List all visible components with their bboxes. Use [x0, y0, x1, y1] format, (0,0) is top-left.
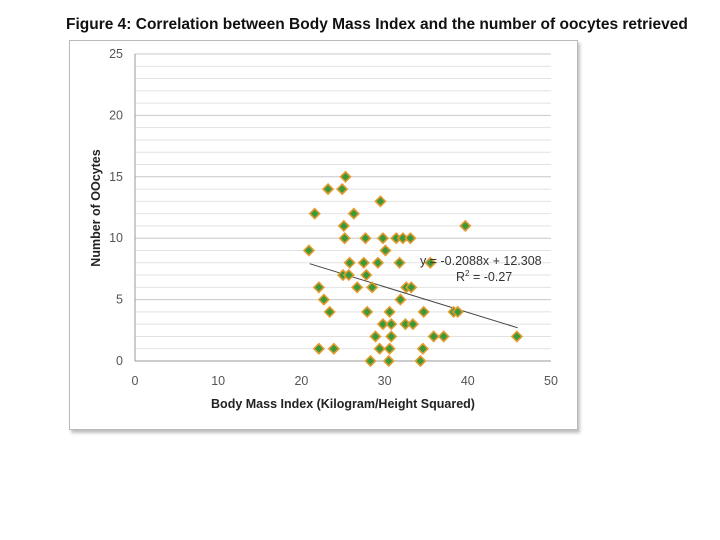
- data-point: [360, 305, 374, 319]
- data-point: [302, 244, 316, 257]
- data-point: [376, 232, 390, 245]
- figure-title: Figure 4: Correlation between Body Mass …: [66, 16, 688, 33]
- data-point: [406, 318, 420, 331]
- data-point: [360, 268, 373, 282]
- data-point: [364, 354, 377, 368]
- y-tick-label: 20: [109, 108, 123, 122]
- data-point: [308, 207, 321, 220]
- data-point: [373, 342, 386, 355]
- y-tick-label: 25: [109, 47, 123, 61]
- data-point: [417, 305, 430, 319]
- data-point: [365, 281, 379, 294]
- y-tick-label: 10: [109, 231, 123, 245]
- data-point: [359, 232, 372, 245]
- y-tick-label: 0: [116, 354, 123, 368]
- data-point: [383, 342, 396, 355]
- data-point: [337, 219, 350, 233]
- x-tick-label: 0: [132, 374, 139, 388]
- data-point: [405, 281, 418, 294]
- x-axis-title: Body Mass Index (Kilogram/Height Squared…: [211, 397, 475, 411]
- data-point: [357, 256, 370, 269]
- data-point: [342, 268, 355, 282]
- data-point: [427, 330, 440, 343]
- y-tick-label: 5: [116, 293, 123, 307]
- data-point: [437, 330, 450, 343]
- gridlines: [135, 53, 551, 350]
- x-tick-label: 30: [378, 374, 392, 388]
- x-tick-label: 10: [211, 374, 225, 388]
- data-point: [385, 330, 398, 343]
- data-point: [351, 281, 364, 294]
- data-point: [312, 342, 326, 355]
- data-point: [347, 207, 360, 220]
- data-point: [343, 256, 356, 269]
- data-point: [393, 256, 406, 269]
- data-point: [338, 232, 351, 245]
- data-point: [374, 195, 387, 208]
- data-point: [327, 342, 340, 355]
- data-point: [371, 256, 385, 269]
- data-point: [339, 170, 352, 183]
- data-point: [379, 244, 392, 257]
- x-tick-label: 40: [461, 374, 475, 388]
- data-point: [416, 342, 430, 355]
- data-point: [376, 318, 390, 331]
- x-tick-labels: 0 10 20 30 40 50: [132, 374, 558, 388]
- data-point: [385, 318, 398, 331]
- data-point: [321, 182, 335, 196]
- data-point: [336, 182, 349, 196]
- r-squared-label: R2 = -0.27: [456, 269, 512, 284]
- data-point: [459, 219, 472, 233]
- data-point: [382, 354, 395, 368]
- data-point: [323, 305, 336, 319]
- data-point: [404, 232, 417, 245]
- data-point: [369, 330, 382, 343]
- data-point: [394, 293, 407, 306]
- data-point: [424, 256, 437, 269]
- y-tick-label: 15: [109, 170, 123, 184]
- chart-frame: [69, 40, 578, 430]
- data-point: [510, 330, 524, 343]
- data-point: [414, 354, 427, 368]
- x-tick-label: 50: [544, 374, 558, 388]
- y-tick-labels: 0 5 10 15 20 25: [109, 47, 123, 368]
- data-point: [383, 305, 396, 319]
- x-tick-label: 20: [294, 374, 308, 388]
- y-axis-title: Number of OOcytes: [89, 149, 103, 266]
- data-points: [302, 170, 524, 368]
- trendline-equation: y = -0.2088x + 12.308: [420, 254, 542, 268]
- data-point: [317, 293, 330, 306]
- data-point: [312, 281, 326, 294]
- data-point: [451, 305, 464, 319]
